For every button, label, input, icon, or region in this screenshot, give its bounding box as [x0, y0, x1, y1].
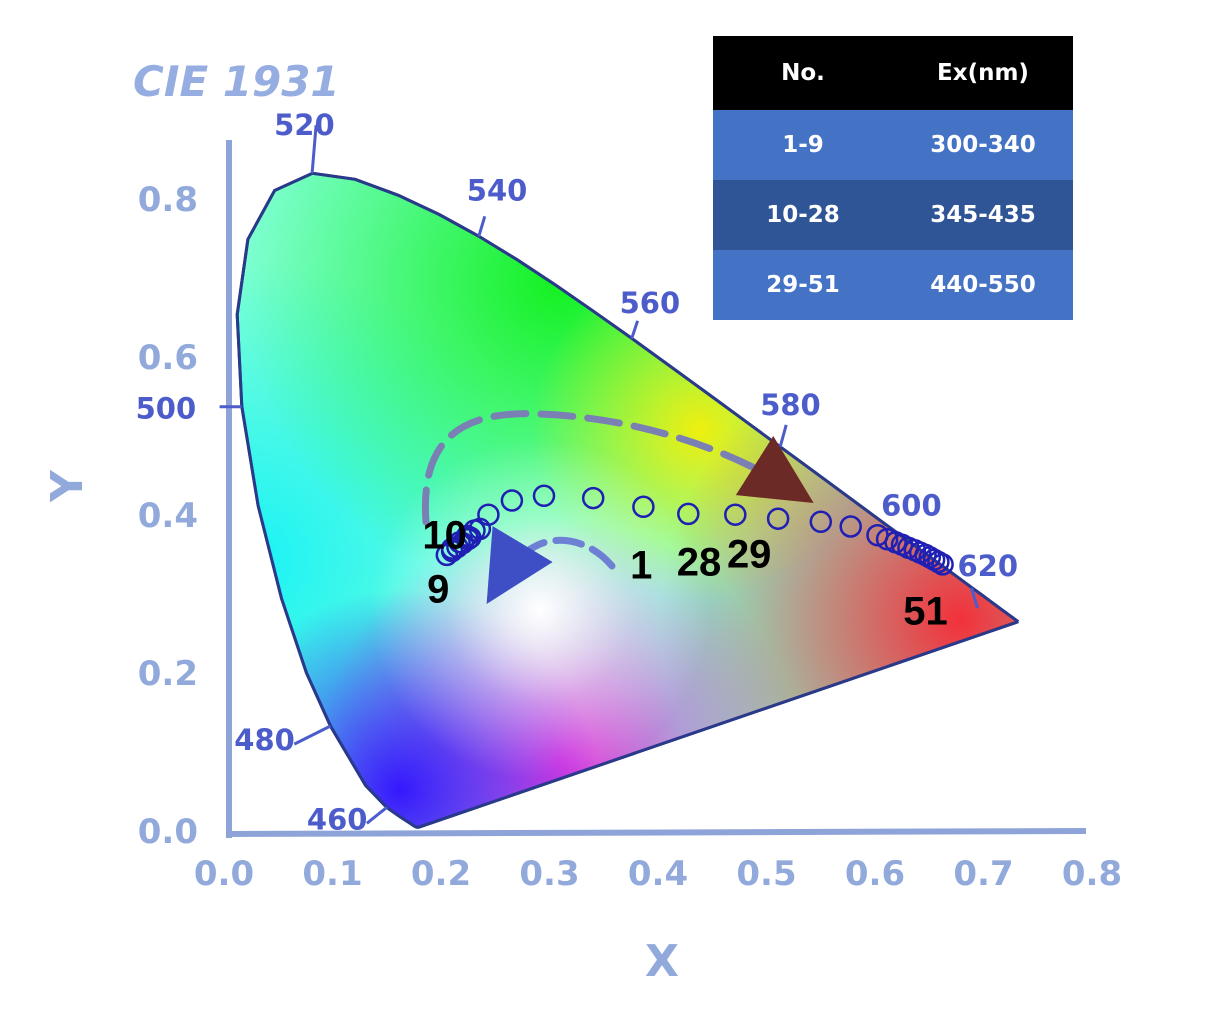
x-tick-label: 0.3	[519, 854, 579, 894]
wavelength-label: 540	[467, 173, 528, 207]
x-tick-labels: 0.0 0.1 0.2 0.3 0.4 0.5 0.6 0.7 0.8	[194, 854, 1122, 894]
data-point	[477, 503, 500, 526]
data-point	[724, 503, 747, 526]
point-label: 1	[630, 544, 652, 588]
cell-ex: 345-435	[930, 202, 1036, 228]
y-tick-label: 0.8	[138, 180, 198, 220]
y-tick-labels: 0.0 0.2 0.4 0.6 0.8	[138, 180, 198, 852]
wavelength-label: 520	[274, 108, 335, 142]
x-axis: 0.0 0.1 0.2 0.3 0.4 0.5 0.6 0.7 0.8 X	[194, 828, 1122, 987]
point-label: 10	[422, 514, 467, 558]
data-point	[532, 484, 556, 508]
y-tick-label: 0.0	[138, 812, 198, 852]
column-header-no: No.	[781, 60, 825, 86]
cell-no: 1-9	[782, 132, 824, 158]
table-row: 1-9 300-340	[713, 110, 1073, 180]
data-point	[581, 486, 605, 510]
wavelength-label: 600	[881, 489, 942, 523]
data-points	[435, 484, 954, 576]
data-point	[809, 510, 833, 534]
wavelength-tick	[970, 587, 979, 609]
x-tick-label: 0.4	[628, 854, 688, 894]
table-row: 10-28 345-435	[713, 180, 1073, 250]
wavelength-tick	[365, 806, 388, 825]
wavelength-tick	[778, 424, 788, 448]
x-axis-title: X	[645, 936, 679, 987]
wavelength-label: 580	[760, 388, 821, 422]
y-axis-title: Y	[42, 469, 93, 503]
data-point	[448, 531, 471, 554]
data-point	[500, 489, 524, 512]
point-label: 9	[427, 567, 449, 611]
point-labels: 10 9 1 28 29 51	[422, 514, 947, 634]
cell-ex: 300-340	[930, 132, 1036, 158]
point-label: 29	[727, 533, 772, 577]
column-header-ex: Ex(nm)	[937, 60, 1029, 86]
x-tick-label: 0.5	[736, 854, 796, 894]
wavelength-label: 560	[620, 286, 681, 320]
data-point	[440, 537, 464, 560]
x-tick-label: 0.0	[194, 854, 254, 894]
data-point	[839, 515, 862, 538]
point-label: 51	[903, 589, 948, 633]
data-point	[766, 507, 790, 530]
wavelength-tick	[293, 724, 331, 746]
x-tick-label: 0.8	[1062, 854, 1122, 894]
trend-arrow-1-9	[486, 525, 616, 605]
cell-no: 29-51	[766, 272, 840, 298]
cell-ex: 440-550	[930, 272, 1036, 298]
x-tick-label: 0.6	[845, 854, 905, 894]
wavelength-tick	[310, 125, 318, 174]
cell-no: 10-28	[766, 202, 840, 228]
y-axis: 0.0 0.2 0.4 0.6 0.8 Y	[42, 140, 232, 852]
data-point	[632, 495, 655, 519]
wavelength-label: 460	[307, 802, 368, 836]
table-header-row: No. Ex(nm)	[713, 36, 1073, 110]
x-tick-label: 0.2	[411, 854, 471, 894]
y-tick-label: 0.2	[138, 654, 198, 694]
data-point	[677, 502, 700, 526]
table-row: 29-51 440-550	[713, 250, 1073, 320]
excitation-table: No. Ex(nm) 1-9 300-340 10-28 345-435 29-…	[713, 36, 1073, 320]
trend-arrow-10-51	[421, 410, 814, 526]
wavelength-label: 620	[958, 549, 1019, 583]
y-tick-label: 0.4	[138, 496, 198, 536]
point-label: 28	[677, 540, 722, 584]
wavelength-tick	[630, 320, 640, 340]
spectral-locus-outline	[235, 171, 1020, 829]
wavelength-label: 500	[136, 392, 197, 426]
data-point	[931, 553, 954, 576]
wavelength-tick	[477, 215, 487, 237]
x-tick-label: 0.1	[302, 854, 362, 894]
data-point	[927, 550, 950, 574]
wavelength-label: 480	[234, 723, 295, 757]
y-tick-label: 0.6	[138, 338, 198, 378]
x-tick-label: 0.7	[953, 854, 1013, 894]
wavelength-labels: 460 480 500 520 540 560 580 600 620	[136, 108, 1018, 836]
x-axis-line	[225, 828, 1087, 837]
chart-title: CIE 1931	[133, 57, 340, 106]
